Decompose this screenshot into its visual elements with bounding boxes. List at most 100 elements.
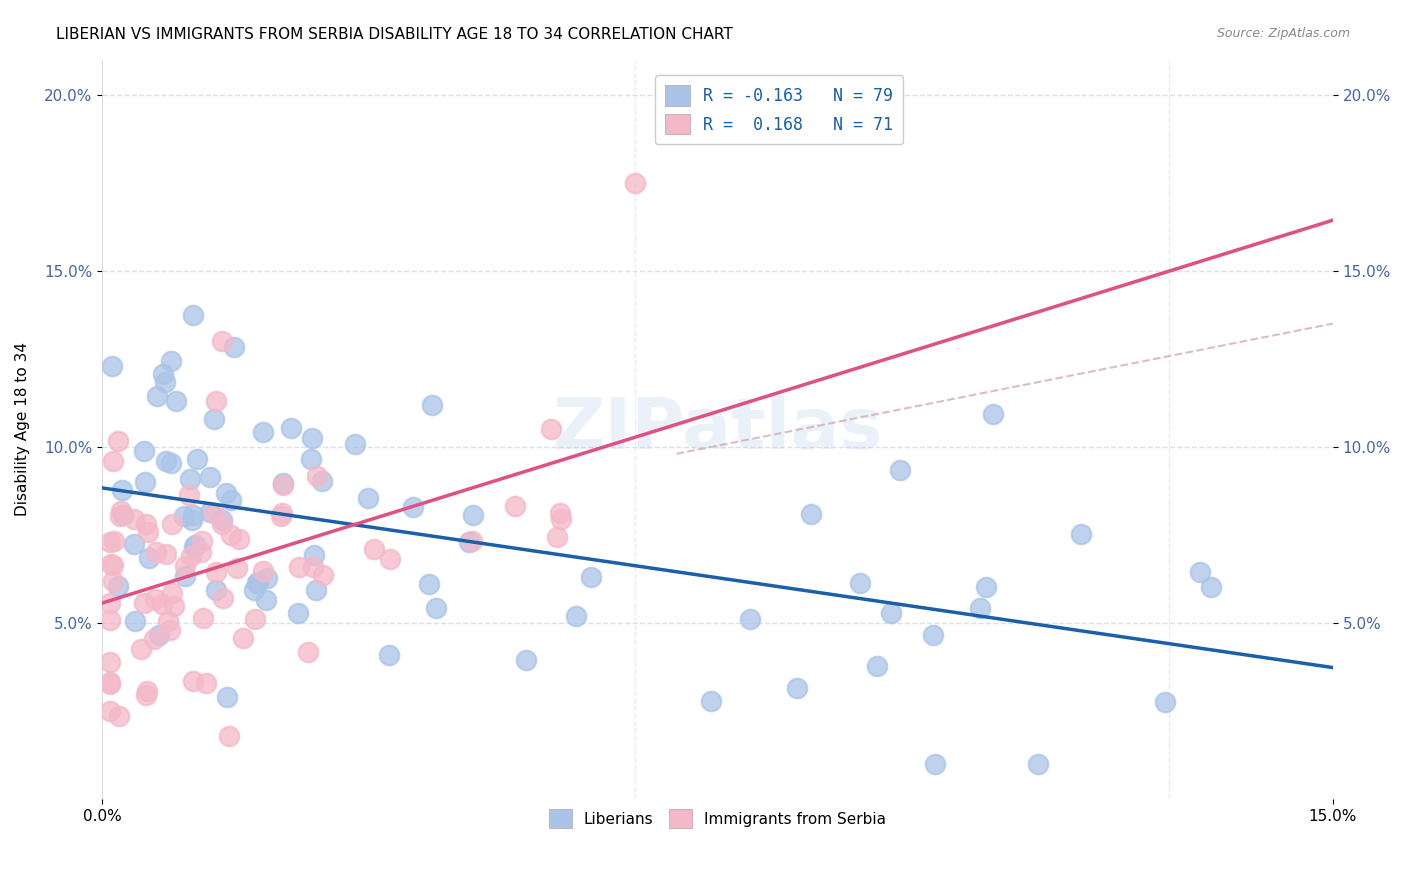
Point	[198, 505, 221, 519]
Point	[155, 454, 177, 468]
Point	[270, 506, 292, 520]
Point	[222, 340, 245, 354]
Point	[458, 534, 481, 549]
Point	[98, 704, 121, 718]
Point	[402, 500, 425, 515]
Point	[202, 506, 225, 520]
Point	[343, 436, 366, 450]
Point	[889, 463, 911, 477]
Point	[302, 548, 325, 562]
Point	[103, 558, 125, 572]
Point	[378, 551, 401, 566]
Point	[515, 653, 537, 667]
Point	[103, 534, 125, 549]
Point	[124, 614, 146, 628]
Point	[179, 472, 201, 486]
Point	[205, 394, 228, 409]
Point	[136, 684, 159, 698]
Point	[98, 613, 121, 627]
Point	[135, 516, 157, 531]
Point	[1189, 565, 1212, 579]
Point	[190, 545, 212, 559]
Point	[378, 648, 401, 663]
Point	[110, 504, 132, 518]
Point	[226, 561, 249, 575]
Point	[112, 508, 135, 522]
Point	[219, 528, 242, 542]
Point	[271, 478, 294, 492]
Point	[110, 508, 132, 523]
Point	[540, 422, 562, 436]
Point	[122, 537, 145, 551]
Point	[297, 645, 319, 659]
Point	[211, 517, 233, 532]
Point	[162, 599, 184, 613]
Point	[136, 525, 159, 540]
Point	[880, 606, 903, 620]
Point	[505, 499, 527, 513]
Point	[212, 591, 235, 605]
Point	[363, 542, 385, 557]
Point	[246, 576, 269, 591]
Point	[242, 583, 264, 598]
Point	[191, 533, 214, 548]
Point	[193, 611, 215, 625]
Point	[122, 511, 145, 525]
Point	[301, 560, 323, 574]
Point	[924, 756, 946, 771]
Point	[921, 627, 943, 641]
Point	[1026, 756, 1049, 771]
Point	[270, 509, 292, 524]
Point	[181, 508, 204, 523]
Point	[142, 632, 165, 647]
Point	[211, 334, 233, 349]
Point	[420, 399, 443, 413]
Point	[232, 632, 254, 646]
Point	[165, 393, 187, 408]
Point	[205, 565, 228, 579]
Point	[287, 606, 309, 620]
Point	[98, 534, 121, 549]
Point	[425, 601, 447, 615]
Point	[107, 434, 129, 449]
Point	[866, 659, 889, 673]
Point	[256, 571, 278, 585]
Point	[311, 568, 333, 582]
Point	[624, 176, 647, 190]
Point	[194, 675, 217, 690]
Point	[252, 425, 274, 439]
Point	[101, 359, 124, 373]
Point	[107, 578, 129, 592]
Point	[155, 547, 177, 561]
Point	[160, 354, 183, 368]
Point	[181, 674, 204, 689]
Point	[273, 476, 295, 491]
Text: LIBERIAN VS IMMIGRANTS FROM SERBIA DISABILITY AGE 18 TO 34 CORRELATION CHART: LIBERIAN VS IMMIGRANTS FROM SERBIA DISAB…	[56, 27, 733, 42]
Point	[418, 577, 440, 591]
Point	[740, 612, 762, 626]
Point	[98, 596, 121, 610]
Y-axis label: Disability Age 18 to 34: Disability Age 18 to 34	[15, 343, 30, 516]
Point	[1153, 696, 1175, 710]
Point	[1070, 527, 1092, 541]
Point	[186, 452, 208, 467]
Point	[357, 491, 380, 506]
Point	[252, 565, 274, 579]
Point	[849, 576, 872, 591]
Point	[211, 513, 233, 527]
Point	[180, 549, 202, 563]
Point	[160, 517, 183, 532]
Point	[200, 469, 222, 483]
Point	[205, 582, 228, 597]
Point	[228, 533, 250, 547]
Point	[218, 729, 240, 743]
Point	[215, 690, 238, 705]
Point	[138, 550, 160, 565]
Point	[245, 612, 267, 626]
Point	[307, 469, 329, 483]
Point	[181, 308, 204, 322]
Point	[299, 452, 322, 467]
Point	[1199, 580, 1222, 594]
Point	[156, 614, 179, 628]
Point	[98, 675, 121, 690]
